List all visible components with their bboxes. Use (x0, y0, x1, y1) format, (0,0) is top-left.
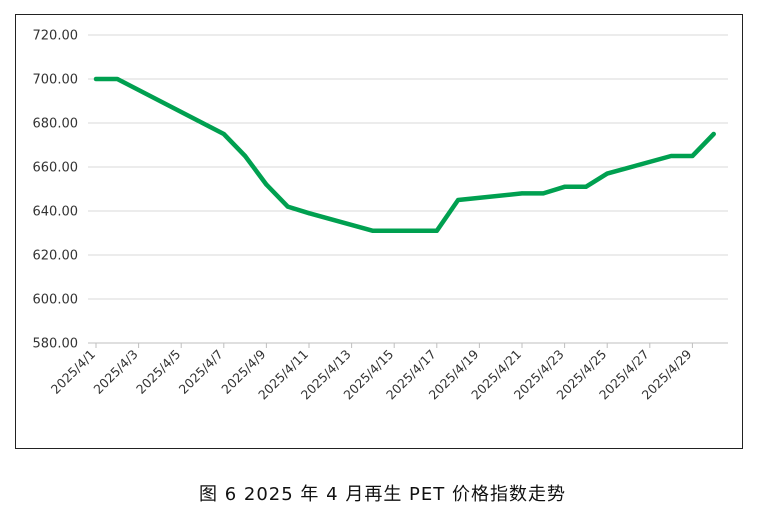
data-point (243, 154, 248, 158)
x-tick-label: 2025/4/1 (48, 347, 98, 397)
line-chart: 720.00 700.00 680.00 660.00 640.00 620.00 600.… (33, 29, 728, 402)
y-tick-label: 580.00 (33, 337, 79, 352)
data-point (541, 191, 546, 196)
y-tick-label: 660.00 (33, 161, 79, 176)
data-point (94, 77, 98, 81)
x-tick-label: 2025/4/3 (90, 347, 140, 397)
y-tick-label: 720.00 (33, 29, 79, 44)
data-point (520, 191, 524, 196)
x-tick-label: 2025/4/5 (133, 347, 183, 397)
data-point (583, 184, 588, 189)
y-tick-label: 600.00 (33, 293, 79, 308)
y-tick-label: 680.00 (33, 117, 79, 132)
data-point (456, 198, 461, 202)
series-line (93, 76, 716, 234)
data-point (605, 171, 610, 176)
chart-frame: 720.00 700.00 680.00 660.00 640.00 620.00 600.… (15, 14, 743, 449)
data-point (434, 228, 439, 233)
figure-caption: 图 6 2025 年 4 月再生 PET 价格指数走势 (199, 484, 566, 505)
y-tick-label: 640.00 (33, 205, 79, 220)
data-point (562, 184, 567, 189)
data-point (370, 228, 375, 233)
data-point (285, 204, 290, 209)
data-point (221, 132, 226, 136)
y-tick-label: 700.00 (33, 73, 79, 88)
data-point (115, 77, 120, 81)
data-point (669, 154, 674, 158)
data-point (307, 211, 311, 216)
data-point (711, 132, 716, 136)
x-tick-label: 2025/4/7 (176, 347, 226, 397)
data-point (264, 182, 269, 187)
y-tick-label: 620.00 (33, 249, 79, 264)
data-point (690, 154, 695, 158)
